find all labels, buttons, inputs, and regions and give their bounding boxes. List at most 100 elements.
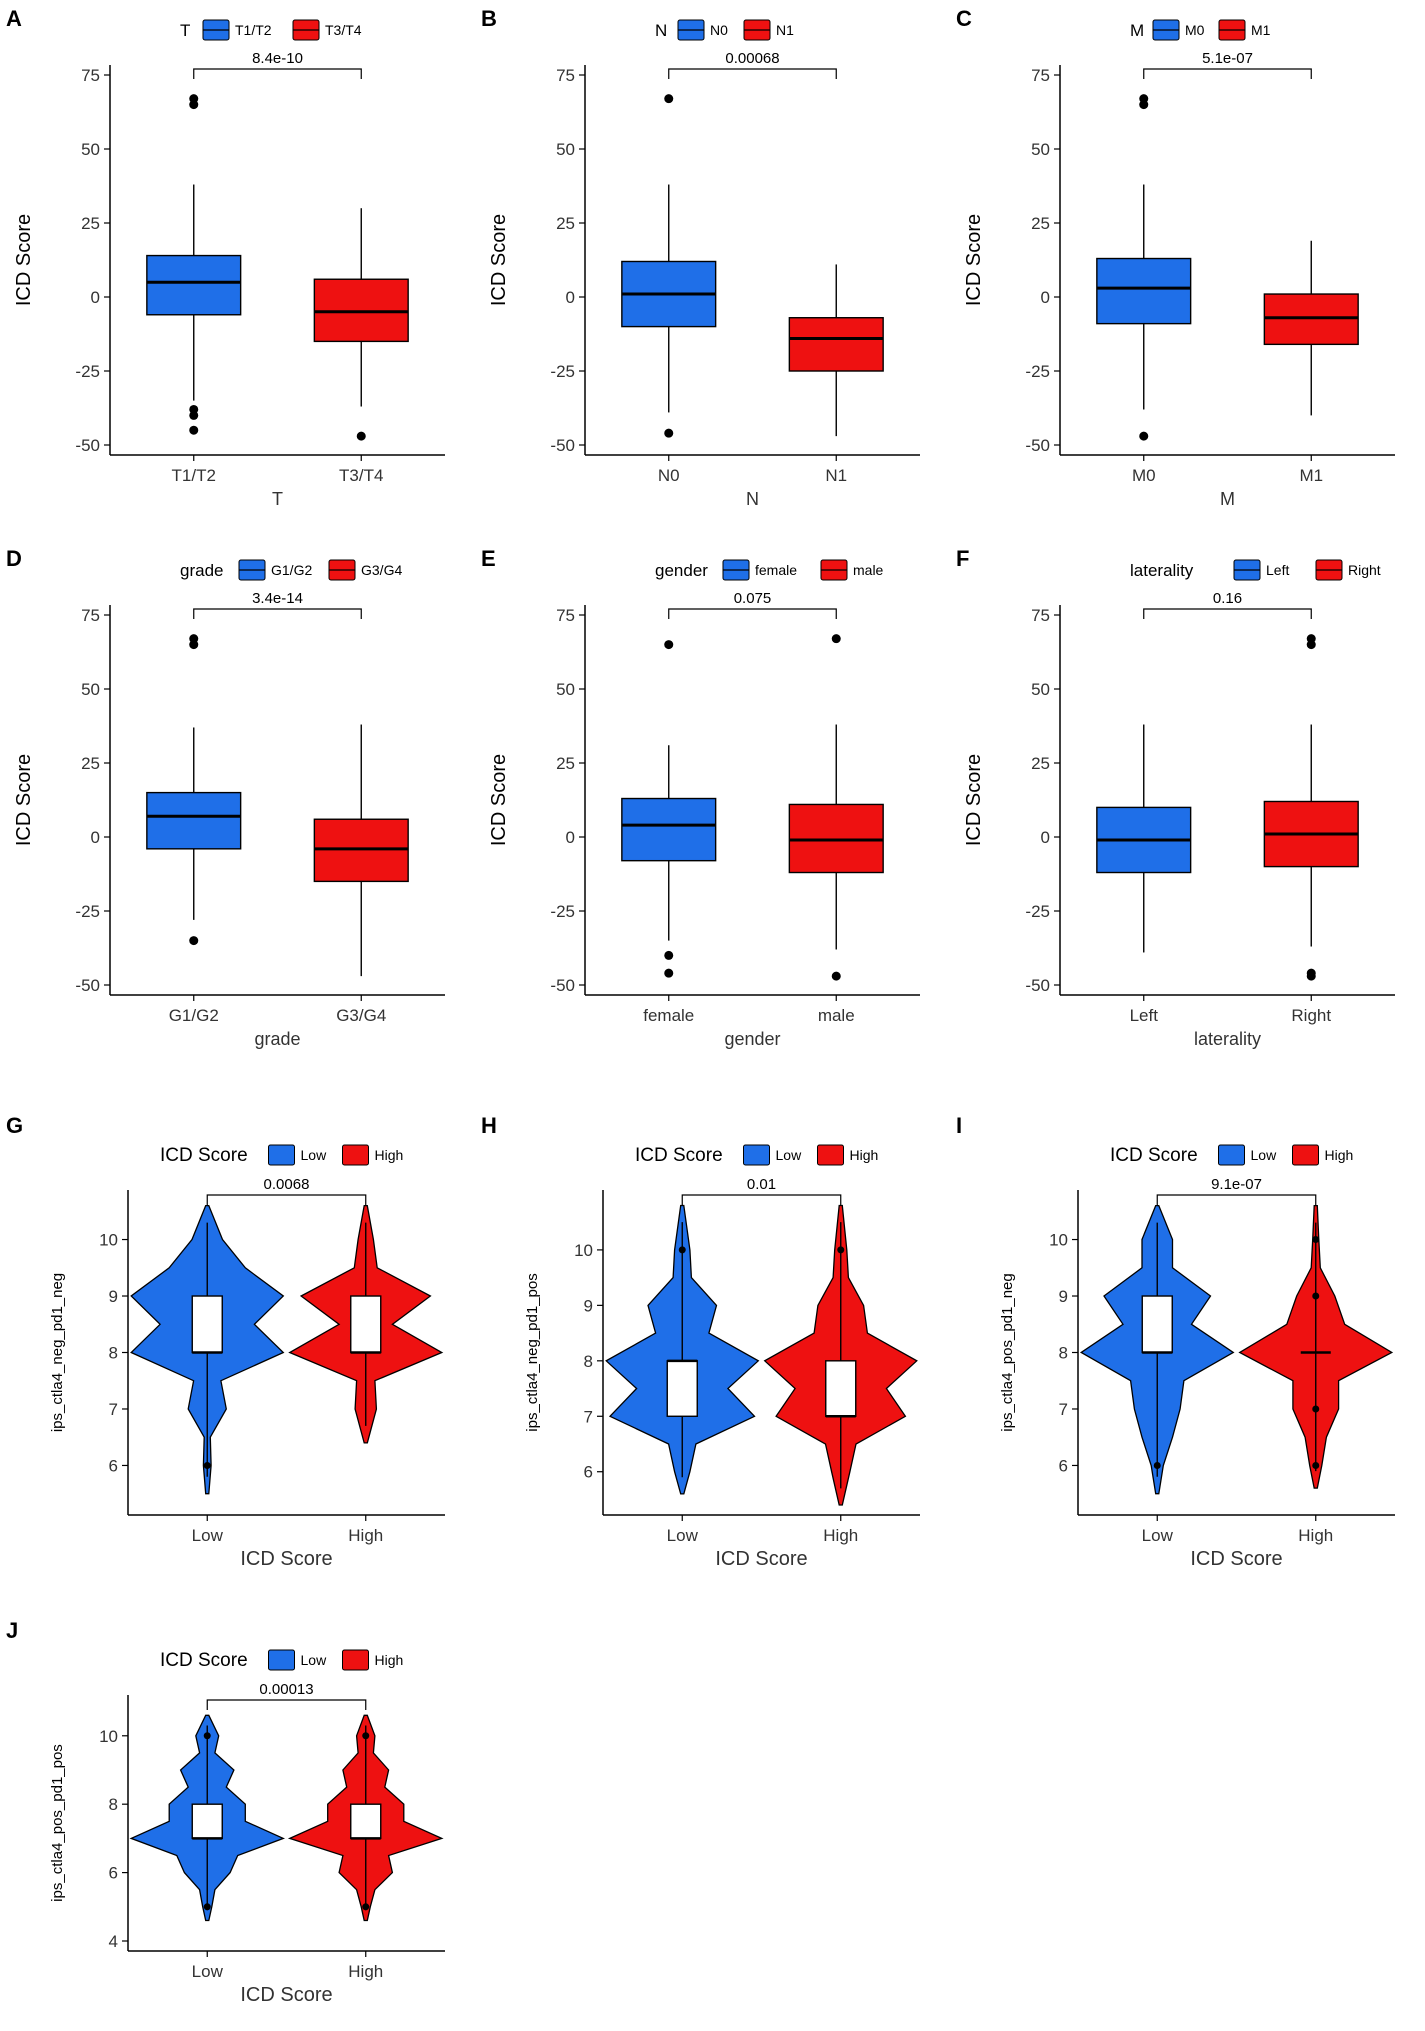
p-value-label: 0.01	[747, 1176, 776, 1193]
y-tick-label: 6	[1059, 1456, 1068, 1475]
outlier-point	[203, 1732, 211, 1740]
y-tick-label: 7	[1059, 1400, 1068, 1419]
outlier-point	[189, 425, 199, 435]
y-tick-label: 25	[556, 754, 575, 773]
panel-letter: E	[481, 546, 496, 571]
box-t1-t2	[146, 254, 242, 316]
y-tick-label: 25	[1031, 214, 1050, 233]
p-value-label: 9.1e-07	[1211, 1176, 1262, 1193]
y-tick-label: 0	[1041, 288, 1050, 307]
outlier-point	[1312, 1236, 1320, 1244]
y-tick-label: 0	[1041, 828, 1050, 847]
y-tick-label: 4	[109, 1932, 118, 1951]
legend-label: N1	[776, 22, 794, 38]
box-female	[621, 797, 717, 862]
outlier-point	[664, 968, 674, 978]
y-tick-label: 50	[81, 140, 100, 159]
significance-bracket	[681, 1194, 842, 1205]
outlier-point	[831, 634, 841, 644]
outlier-point	[664, 640, 674, 650]
x-axis-label: gender	[724, 1029, 780, 1049]
y-tick-label: 6	[109, 1864, 118, 1883]
x-tick-label: Low	[1142, 1526, 1174, 1545]
outlier-point	[1139, 94, 1149, 104]
p-value-label: 5.1e-07	[1202, 50, 1253, 67]
x-axis-label: T	[272, 489, 283, 509]
box-m0	[1096, 257, 1192, 325]
legend-label: Left	[1266, 562, 1289, 578]
y-tick-label: 75	[556, 66, 575, 85]
significance-bracket	[668, 68, 837, 79]
legend-title: ICD Score	[1110, 1145, 1198, 1166]
outlier-point	[831, 971, 841, 981]
y-tick-label: 9	[584, 1296, 593, 1315]
legend-label: female	[755, 562, 797, 578]
box-low	[191, 1295, 223, 1354]
outlier-point	[203, 1903, 211, 1911]
legend-title: T	[180, 21, 190, 40]
y-tick-label: 8	[109, 1344, 118, 1363]
x-tick-label: Low	[192, 1526, 224, 1545]
panel-letter: A	[6, 6, 22, 31]
p-value-label: 0.00013	[259, 1681, 313, 1698]
box-low	[666, 1360, 698, 1417]
panel-H: H ICD Score Low High 6 7 8 9 10 ips_ctla4_neg_pd1…	[481, 1113, 920, 1570]
panel-letter: C	[956, 6, 972, 31]
panel-A: A T T1/T2 T3/T4 -50 -25 0 25 50 75 ICD Score T1/T2 T…	[6, 6, 445, 509]
y-tick-label: 0	[566, 828, 575, 847]
panel-letter: G	[6, 1113, 23, 1138]
outlier-point	[678, 1246, 686, 1254]
x-axis-label: ICD Score	[1190, 1548, 1282, 1570]
y-tick-label: 25	[81, 754, 100, 773]
y-tick-label: 8	[584, 1352, 593, 1371]
legend-key-high	[342, 1144, 369, 1166]
p-value-label: 0.0068	[264, 1176, 310, 1193]
panel-letter: B	[481, 6, 497, 31]
y-tick-label: 50	[81, 680, 100, 699]
panel-B: B N N0 N1 -50 -25 0 25 50 75 ICD Score N0 N1 N 0.00068	[481, 6, 920, 509]
outlier-point	[1306, 971, 1316, 981]
p-value-label: 0.075	[734, 590, 772, 607]
outlier-point	[362, 1732, 370, 1740]
y-axis-label: ips_ctla4_neg_pd1_pos	[524, 1273, 541, 1431]
x-tick-label: Left	[1130, 1006, 1159, 1025]
y-tick-label: 75	[556, 606, 575, 625]
legend-title: gender	[655, 561, 708, 580]
box-n1	[788, 317, 884, 372]
x-axis-label: ICD Score	[240, 1548, 332, 1570]
x-tick-label: T3/T4	[339, 466, 383, 485]
outlier-point	[203, 1461, 211, 1469]
box-high	[825, 1360, 857, 1417]
y-tick-label: 0	[91, 828, 100, 847]
panel-letter: H	[481, 1113, 497, 1138]
x-tick-label: Low	[667, 1526, 699, 1545]
legend-key-low	[743, 1144, 770, 1166]
y-tick-label: -25	[75, 902, 100, 921]
x-axis-label: grade	[254, 1029, 300, 1049]
y-axis-label: ips_ctla4_neg_pd1_neg	[49, 1273, 66, 1432]
outlier-point	[362, 1903, 370, 1911]
panel-G: G ICD Score Low High 6 7 8 9 10 ips_ctla4_neg_pd1…	[6, 1113, 445, 1570]
y-tick-label: -50	[550, 436, 575, 455]
y-tick-label: 9	[109, 1287, 118, 1306]
outlier-point	[1312, 1405, 1320, 1413]
x-tick-label: High	[823, 1526, 858, 1545]
y-tick-label: 0	[91, 288, 100, 307]
legend-key-low	[268, 1649, 295, 1671]
x-tick-label: female	[643, 1006, 694, 1025]
box-g1-g2	[146, 791, 242, 850]
y-tick-label: 50	[1031, 680, 1050, 699]
panel-letter: F	[956, 546, 969, 571]
x-tick-label: T1/T2	[172, 466, 216, 485]
legend-title: grade	[180, 561, 223, 580]
y-axis-label: ICD Score	[963, 214, 985, 306]
y-tick-label: 25	[1031, 754, 1050, 773]
legend-label: N0	[710, 22, 728, 38]
y-tick-label: 75	[1031, 606, 1050, 625]
x-tick-label: M0	[1132, 466, 1156, 485]
legend-key-high	[1292, 1144, 1319, 1166]
x-tick-label: Low	[192, 1962, 224, 1981]
x-axis-label: M	[1220, 489, 1235, 509]
